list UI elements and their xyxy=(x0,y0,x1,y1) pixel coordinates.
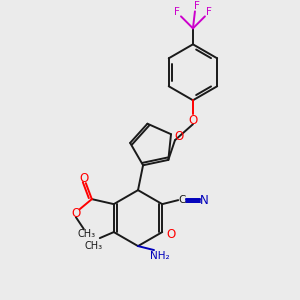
Text: N: N xyxy=(200,194,208,207)
Text: C: C xyxy=(178,195,186,205)
Text: O: O xyxy=(167,228,176,241)
Text: CH₃: CH₃ xyxy=(85,241,103,251)
Text: F: F xyxy=(206,8,212,17)
Text: O: O xyxy=(79,172,88,185)
Text: O: O xyxy=(188,114,198,127)
Text: O: O xyxy=(174,130,184,143)
Text: O: O xyxy=(71,207,80,220)
Text: F: F xyxy=(194,2,200,11)
Text: NH₂: NH₂ xyxy=(150,251,170,261)
Text: CH₃: CH₃ xyxy=(78,229,96,239)
Text: F: F xyxy=(174,8,180,17)
